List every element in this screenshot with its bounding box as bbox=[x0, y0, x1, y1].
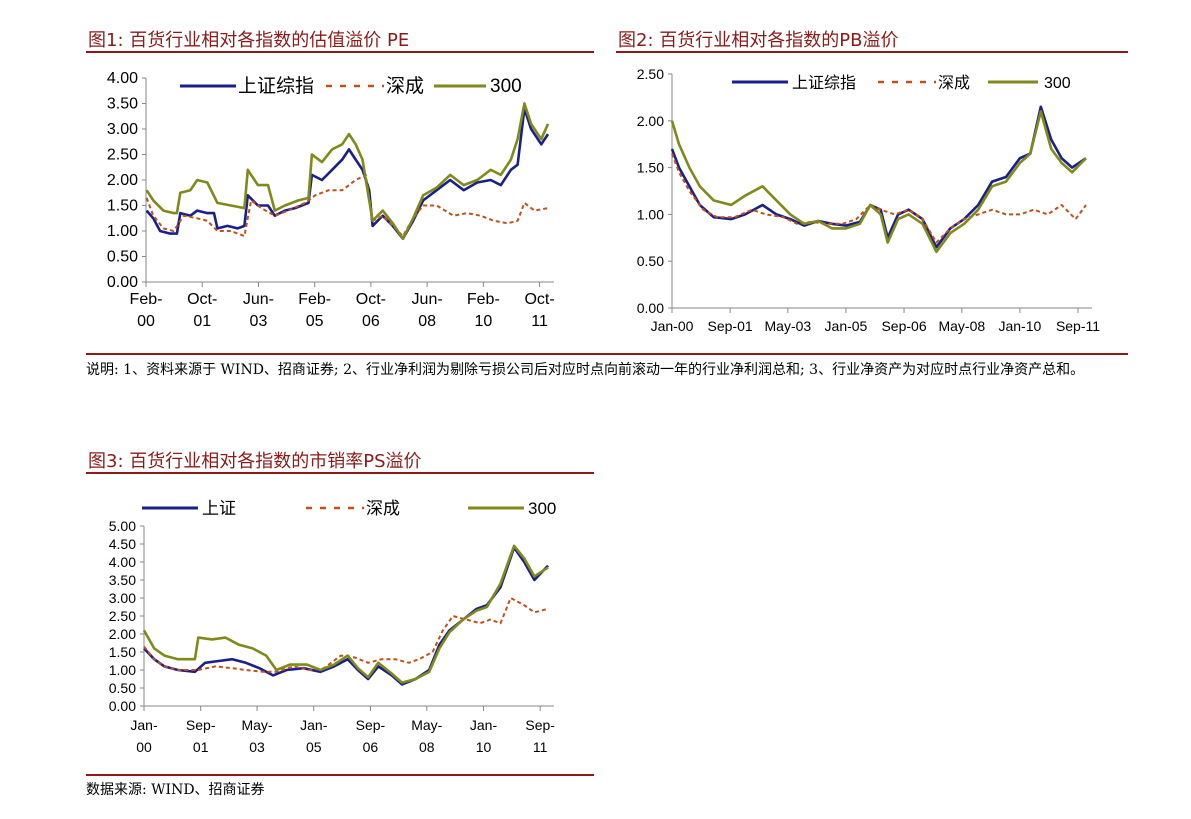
y-tick-label: 3.50 bbox=[109, 572, 136, 588]
x-tick-label: Sep-01 bbox=[708, 318, 753, 334]
x-tick-label: May-03 bbox=[765, 318, 812, 334]
y-tick-label: 4.00 bbox=[107, 70, 138, 87]
x-tick-label: Jun- bbox=[243, 291, 274, 308]
x-tick-label: 10 bbox=[474, 313, 492, 330]
x-tick-label: Jan- bbox=[470, 717, 498, 733]
y-tick-label: 2.50 bbox=[107, 147, 138, 164]
series-line-3 bbox=[670, 110, 1087, 254]
legend-label: 300 bbox=[1044, 75, 1071, 92]
x-tick-label: Feb- bbox=[467, 291, 500, 308]
legend-label: 深成 bbox=[386, 75, 424, 97]
x-tick-label: 01 bbox=[193, 739, 209, 755]
y-tick-label: 1.00 bbox=[107, 223, 138, 240]
y-tick-label: 1.50 bbox=[637, 160, 664, 176]
x-tick-label: 03 bbox=[250, 313, 268, 330]
y-tick-label: 4.50 bbox=[109, 536, 136, 552]
x-tick-label: Jan-10 bbox=[998, 318, 1041, 334]
y-tick-label: 2.00 bbox=[107, 172, 138, 189]
x-tick-label: Sep- bbox=[356, 717, 386, 733]
x-tick-label: Sep- bbox=[186, 717, 216, 733]
x-tick-label: Sep- bbox=[525, 717, 555, 733]
legend-label: 深成 bbox=[938, 74, 970, 92]
x-tick-label: 08 bbox=[418, 313, 436, 330]
y-tick-label: 0.00 bbox=[109, 698, 136, 714]
y-tick-label: 1.00 bbox=[637, 206, 664, 222]
x-tick-label: 05 bbox=[306, 313, 324, 330]
x-tick-label: 00 bbox=[136, 739, 152, 755]
x-tick-label: 00 bbox=[137, 313, 155, 330]
note-rule bbox=[86, 353, 1128, 355]
series-line-3 bbox=[142, 544, 549, 684]
x-tick-label: Oct- bbox=[524, 291, 554, 308]
legend-label: 深成 bbox=[366, 499, 400, 518]
chart-pb: 0.00 0.50 1.00 1.50 2.00 2.50 Jan-00 Sep-01 May-… bbox=[637, 66, 1101, 334]
x-tick-label: 03 bbox=[249, 739, 265, 755]
x-tick-label: Oct- bbox=[187, 291, 217, 308]
x-tick-label: Jan- bbox=[300, 717, 328, 733]
y-tick-label: 3.00 bbox=[107, 121, 138, 138]
series-line-1 bbox=[670, 105, 1087, 249]
chart-title-pe: 图1: 百货行业相对各指数的估值溢价 PE bbox=[88, 30, 410, 51]
y-tick-label: 2.50 bbox=[637, 66, 664, 82]
x-tick-label: 06 bbox=[362, 313, 380, 330]
x-tick-label: 05 bbox=[306, 739, 322, 755]
y-tick-label: 0.50 bbox=[637, 253, 664, 269]
x-tick-label: Feb- bbox=[130, 291, 163, 308]
series-line-2 bbox=[145, 173, 549, 238]
x-tick-label: 10 bbox=[476, 739, 492, 755]
x-tick-label: 06 bbox=[363, 739, 379, 755]
y-tick-label: 0.00 bbox=[107, 274, 138, 291]
x-tick-label: 08 bbox=[419, 739, 435, 755]
title-rule bbox=[86, 472, 594, 474]
legend-label: 上证 bbox=[202, 499, 236, 518]
x-tick-label: Jan- bbox=[130, 717, 158, 733]
x-tick-label: Oct- bbox=[356, 291, 386, 308]
y-tick-label: 2.00 bbox=[637, 113, 664, 129]
series-line-1 bbox=[145, 107, 550, 240]
title-rule bbox=[86, 51, 594, 53]
chart-title-ps: 图3: 百货行业相对各指数的市销率PS溢价 bbox=[88, 451, 422, 472]
y-tick-label: 5.00 bbox=[109, 518, 136, 534]
source-rule bbox=[86, 774, 594, 776]
legend-label: 上证综指 bbox=[792, 74, 856, 92]
title-rule bbox=[616, 51, 1128, 53]
series-line-2 bbox=[143, 597, 549, 673]
x-tick-label: 01 bbox=[193, 313, 211, 330]
x-tick-label: Sep-06 bbox=[881, 318, 926, 334]
legend-label: 上证综指 bbox=[238, 75, 314, 97]
y-tick-label: 1.00 bbox=[109, 662, 136, 678]
x-tick-label: 11 bbox=[531, 313, 548, 330]
y-tick-label: 4.00 bbox=[109, 554, 136, 570]
y-tick-label: 1.50 bbox=[109, 644, 136, 660]
y-tick-label: 3.50 bbox=[107, 96, 138, 113]
y-tick-label: 2.00 bbox=[109, 626, 136, 642]
chart-ps: 0.00 0.50 1.00 1.50 2.00 2.50 3.00 3.50 4.00 4.50… bbox=[109, 499, 557, 755]
x-tick-label: May-08 bbox=[938, 318, 985, 334]
note-text: 说明: 1、资料来源于 WIND、招商证券; 2、行业净利润为剔除亏损公司后对应… bbox=[86, 362, 1085, 378]
y-tick-label: 2.50 bbox=[109, 608, 136, 624]
x-tick-label: Jan-00 bbox=[651, 318, 694, 334]
source-text: 数据来源: WIND、招商证券 bbox=[86, 782, 265, 798]
series-line-3 bbox=[145, 102, 550, 240]
x-tick-label: Sep-11 bbox=[1056, 318, 1100, 334]
x-tick-label: May- bbox=[411, 717, 442, 733]
y-tick-label: 0.50 bbox=[107, 249, 138, 266]
series-line-1 bbox=[143, 546, 549, 686]
chart-title-pb: 图2: 百货行业相对各指数的PB溢价 bbox=[618, 30, 899, 51]
chart-pe: 0.00 0.50 1.00 1.50 2.00 2.50 3.00 3.50 4.00 Feb-… bbox=[107, 70, 555, 330]
legend-label: 300 bbox=[490, 76, 522, 97]
y-tick-label: 3.00 bbox=[109, 590, 136, 606]
legend-label: 300 bbox=[528, 499, 556, 518]
y-tick-label: 1.50 bbox=[107, 198, 138, 215]
x-tick-label: Jan-05 bbox=[825, 318, 868, 334]
series-line-2 bbox=[671, 153, 1087, 244]
x-tick-label: May- bbox=[241, 717, 272, 733]
x-tick-label: Jun- bbox=[412, 291, 443, 308]
x-tick-label: 11 bbox=[533, 739, 548, 755]
y-tick-label: 0.50 bbox=[109, 680, 136, 696]
y-tick-label: 0.00 bbox=[637, 300, 664, 316]
x-tick-label: Feb- bbox=[298, 291, 331, 308]
